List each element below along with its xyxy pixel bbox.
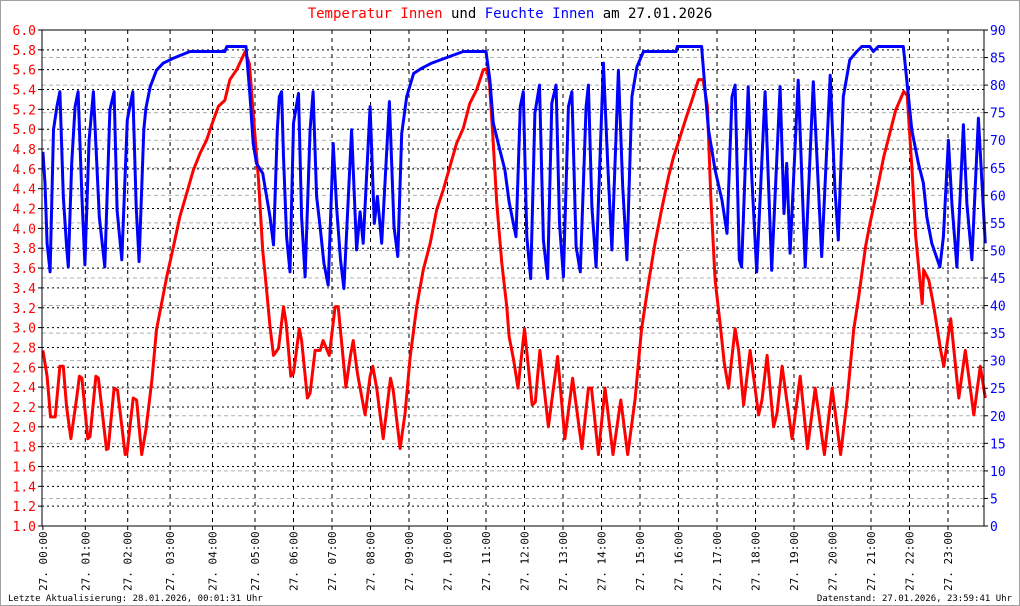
chart-title: Temperatur Innen und Feuchte Innen am 27… bbox=[308, 6, 713, 22]
left-tick-label: 3.6 bbox=[13, 262, 36, 277]
right-tick-label: 70 bbox=[990, 134, 1006, 149]
right-tick-label: 40 bbox=[990, 300, 1006, 315]
x-tick-label: 27. 19:00 bbox=[788, 531, 801, 591]
right-axis-ticks: 0 5 10 15 20 25 30 35 40 45 50 55 60 65 70 75 80 85 90 bbox=[984, 24, 1006, 535]
right-tick-label: 55 bbox=[990, 217, 1006, 232]
x-tick-label: 27. 16:00 bbox=[673, 531, 686, 591]
humidity-series-line bbox=[41, 45, 987, 290]
left-tick-label: 5.6 bbox=[13, 64, 36, 79]
right-tick-label: 15 bbox=[990, 437, 1006, 452]
right-tick-label: 45 bbox=[990, 272, 1006, 287]
left-tick-label: 5.4 bbox=[13, 84, 37, 99]
right-tick-label: 10 bbox=[990, 465, 1006, 480]
left-tick-label: 6.0 bbox=[13, 24, 36, 39]
right-tick-label: 25 bbox=[990, 382, 1006, 397]
left-tick-label: 1.0 bbox=[13, 520, 36, 535]
left-tick-label: 5.0 bbox=[13, 123, 36, 138]
right-tick-label: 35 bbox=[990, 327, 1006, 342]
data-state-text: Datenstand: 27.01.2026, 23:59:41 Uhr bbox=[817, 594, 1013, 604]
title-and: und bbox=[451, 6, 476, 22]
x-tick-label: 27. 17:00 bbox=[711, 531, 724, 591]
right-tick-label: 85 bbox=[990, 52, 1006, 67]
right-tick-label: 60 bbox=[990, 189, 1006, 204]
x-tick-label: 27. 00:00 bbox=[37, 531, 50, 591]
x-tick-label: 27. 03:00 bbox=[164, 531, 177, 591]
left-tick-label: 4.0 bbox=[13, 222, 36, 237]
left-tick-label: 5.2 bbox=[13, 103, 36, 118]
right-tick-label: 80 bbox=[990, 79, 1006, 94]
left-tick-label: 3.2 bbox=[13, 302, 36, 317]
left-tick-label: 2.8 bbox=[13, 341, 36, 356]
left-tick-label: 3.4 bbox=[13, 282, 37, 297]
title-humidity: Feuchte Innen bbox=[485, 6, 595, 22]
x-tick-label: 27. 12:00 bbox=[519, 531, 532, 591]
left-tick-label: 1.4 bbox=[13, 480, 37, 495]
left-tick-label: 4.4 bbox=[13, 183, 37, 198]
right-tick-label: 65 bbox=[990, 162, 1006, 177]
left-tick-label: 1.8 bbox=[13, 441, 36, 456]
left-tick-label: 5.8 bbox=[13, 44, 36, 59]
x-tick-label: 27. 21:00 bbox=[865, 531, 878, 591]
left-axis-ticks: 1.0 1.2 1.4 1.6 1.8 2.0 2.2 2.4 2.6 2.8 3.0 3.2 3.4 3… bbox=[13, 24, 42, 535]
series-layer bbox=[41, 45, 987, 457]
x-tick-label: 27. 23:00 bbox=[942, 531, 955, 591]
x-tick-label: 27. 10:00 bbox=[442, 531, 455, 591]
right-tick-label: 30 bbox=[990, 355, 1006, 370]
left-tick-label: 1.6 bbox=[13, 460, 36, 475]
x-tick-label: 27. 14:00 bbox=[596, 531, 609, 591]
x-axis-ticks: 27. 00:00 27. 01:00 27. 02:00 27. 03:00 27. … bbox=[37, 526, 955, 591]
left-tick-label: 2.2 bbox=[13, 401, 36, 416]
left-tick-label: 4.8 bbox=[13, 143, 36, 158]
left-tick-label: 2.6 bbox=[13, 361, 36, 376]
x-tick-label: 27. 06:00 bbox=[288, 531, 301, 591]
left-tick-label: 2.0 bbox=[13, 421, 36, 436]
right-tick-label: 50 bbox=[990, 244, 1006, 259]
x-tick-label: 27. 22:00 bbox=[904, 531, 917, 591]
x-tick-label: 27. 07:00 bbox=[326, 531, 339, 591]
x-tick-label: 27. 01:00 bbox=[79, 531, 92, 591]
left-tick-label: 2.4 bbox=[13, 381, 37, 396]
right-tick-label: 20 bbox=[990, 410, 1006, 425]
left-tick-label: 4.2 bbox=[13, 203, 36, 218]
x-tick-label: 27. 15:00 bbox=[634, 531, 647, 591]
x-tick-label: 27. 05:00 bbox=[249, 531, 262, 591]
last-update-text: Letzte Aktualisierung: 28.01.2026, 00:01… bbox=[8, 594, 263, 604]
right-tick-label: 5 bbox=[990, 492, 998, 507]
x-tick-label: 27. 04:00 bbox=[207, 531, 220, 591]
right-tick-label: 0 bbox=[990, 520, 998, 535]
x-tick-label: 27. 13:00 bbox=[557, 531, 570, 591]
left-tick-label: 1.2 bbox=[13, 500, 36, 515]
title-temperature: Temperatur Innen bbox=[308, 6, 443, 22]
right-tick-label: 90 bbox=[990, 24, 1006, 39]
left-tick-label: 3.8 bbox=[13, 242, 36, 257]
x-tick-label: 27. 08:00 bbox=[365, 531, 378, 591]
title-date: am 27.01.2026 bbox=[603, 6, 713, 22]
right-tick-label: 75 bbox=[990, 107, 1006, 122]
left-tick-label: 3.0 bbox=[13, 322, 36, 337]
x-tick-label: 27. 11:00 bbox=[480, 531, 493, 591]
x-tick-label: 27. 02:00 bbox=[122, 531, 135, 591]
x-tick-label: 27. 18:00 bbox=[750, 531, 763, 591]
x-tick-label: 27. 20:00 bbox=[827, 531, 840, 591]
left-tick-label: 4.6 bbox=[13, 163, 36, 178]
x-tick-label: 27. 09:00 bbox=[403, 531, 416, 591]
temperature-series-line bbox=[41, 50, 987, 457]
